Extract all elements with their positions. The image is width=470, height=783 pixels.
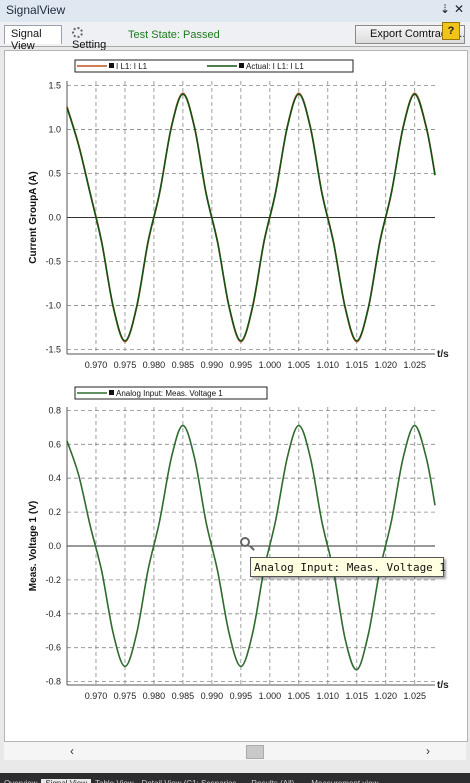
y-tick-label: 1.0 (48, 124, 61, 134)
y-tick-label: -0.2 (45, 575, 61, 585)
y-tick-label: 0.2 (48, 507, 61, 517)
legend-label: Actual: I L1: I L1 (246, 62, 304, 71)
x-tick-label: 1.005 (288, 691, 311, 701)
x-tick-label: 0.970 (85, 360, 108, 370)
x-tick-label: 0.970 (85, 691, 108, 701)
x-tick-label: 0.975 (114, 360, 137, 370)
bottom-tab-bar: OverviewSignal ViewTable ViewDetail View… (0, 773, 470, 783)
x-tick-label: 0.990 (201, 691, 224, 701)
signal-view-panel: 0.970 0.975 0.980 0.985 0.990 0.995 1.000 1.005… (4, 50, 468, 742)
horizontal-scrollbar[interactable]: ‹ › (4, 742, 466, 760)
x-tick-label: 0.975 (114, 691, 137, 701)
x-tick-label: 0.985 (172, 691, 195, 701)
x-tick-label: 1.005 (288, 360, 311, 370)
tab-setting[interactable]: Setting (66, 25, 122, 51)
y-tick-label: 0.8 (48, 405, 61, 415)
x-tick-label: 1.020 (374, 360, 397, 370)
signal-tooltip: Analog Input: Meas. Voltage 1 (250, 557, 446, 577)
tab-setting-label: Setting (72, 39, 107, 51)
bottom-tab[interactable]: Detail View (C1: Scenarios... (138, 779, 248, 783)
tab-signal-view[interactable]: Signal View (4, 25, 62, 52)
bottom-tab[interactable]: Signal View (41, 779, 91, 783)
y-tick-label: 0.4 (48, 473, 61, 483)
legend-marker (109, 390, 114, 395)
legend-marker (239, 63, 244, 68)
x-tick-label: 0.990 (201, 360, 224, 370)
y-tick-label: -0.6 (45, 643, 61, 653)
bottom-tab[interactable]: Table View (91, 779, 138, 783)
y-tick-label: -1.0 (45, 301, 61, 311)
legend-box (74, 386, 268, 400)
gear-icon (72, 27, 83, 38)
y-tick-label: -0.4 (45, 609, 61, 619)
y-axis-label: Current GroupA (A) (28, 171, 39, 263)
x-tick-label: 1.025 (403, 691, 426, 701)
export-comtrade-button[interactable]: Export Comtrade ... (355, 25, 465, 44)
bottom-tab[interactable]: Measurement view (307, 779, 382, 783)
y-axis-label: Meas. Voltage 1 (V) (28, 501, 39, 591)
window-title: SignalView (6, 3, 66, 17)
scroll-left-arrow[interactable]: ‹ (70, 744, 74, 758)
y-tick-label: -0.5 (45, 257, 61, 267)
x-tick-label: 0.995 (230, 691, 253, 701)
window-titlebar: SignalView ⇣ ✕ (0, 0, 470, 23)
y-tick-label: 0.6 (48, 439, 61, 449)
y-tick-label: 1.5 (48, 80, 61, 90)
x-tick-label: 0.985 (172, 360, 195, 370)
x-tick-label: 0.980 (143, 360, 166, 370)
x-tick-label: 1.000 (259, 691, 282, 701)
y-tick-label: -1.5 (45, 345, 61, 355)
x-tick-label: 1.025 (403, 360, 426, 370)
bottom-tab[interactable]: Overview (0, 779, 41, 783)
charts-canvas[interactable]: 0.970 0.975 0.980 0.985 0.990 0.995 1.000 1.005… (5, 51, 467, 741)
x-tick-label: 0.995 (230, 360, 253, 370)
chart-2: 0.970 0.975 0.980 0.985 0.990 0.995 1.000 1.005… (28, 386, 449, 701)
x-tick-label: 1.015 (345, 691, 368, 701)
y-tick-label: -0.8 (45, 677, 61, 687)
x-tick-label: 1.010 (317, 360, 340, 370)
legend-label: Analog Input: Meas. Voltage 1 (116, 389, 223, 398)
scroll-right-arrow[interactable]: › (426, 744, 430, 758)
x-axis-label: t/s (437, 680, 449, 691)
x-tick-label: 0.980 (143, 691, 166, 701)
x-tick-label: 1.010 (317, 691, 340, 701)
test-state-label: Test State: Passed (128, 29, 220, 41)
x-tick-label: 1.015 (345, 360, 368, 370)
close-icon[interactable]: ✕ (453, 2, 464, 16)
y-tick-label: 0.0 (48, 541, 61, 551)
x-axis-label: t/s (437, 349, 449, 360)
x-tick-label: 1.000 (259, 360, 282, 370)
chart-1: 0.970 0.975 0.980 0.985 0.990 0.995 1.000 1.005… (28, 59, 449, 370)
help-icon[interactable]: ? (442, 22, 460, 40)
magnifier-cursor-icon (240, 537, 250, 547)
series-line (66, 93, 436, 342)
bottom-tab[interactable]: Results (All) ... (247, 779, 307, 783)
y-tick-label: 0.5 (48, 168, 61, 178)
pin-icon[interactable]: ⇣ (439, 2, 450, 16)
y-tick-label: 0.0 (48, 213, 61, 223)
legend-marker (109, 63, 114, 68)
legend-label: I L1: I L1 (116, 62, 148, 71)
x-tick-label: 1.020 (374, 691, 397, 701)
series-line (66, 424, 436, 671)
scroll-thumb[interactable] (246, 745, 264, 759)
